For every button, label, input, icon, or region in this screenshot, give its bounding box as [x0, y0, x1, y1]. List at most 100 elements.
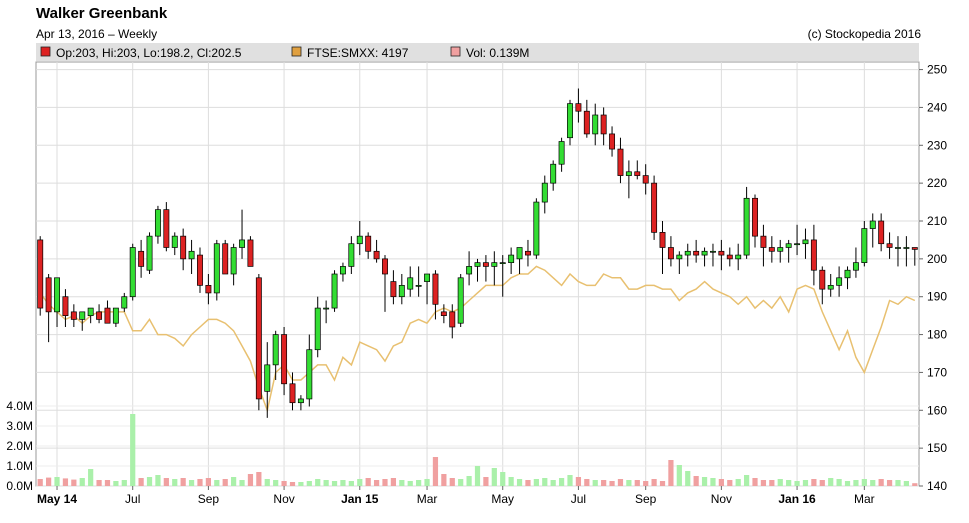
- candle-body: [676, 254, 683, 260]
- y-tick-label: 150: [927, 441, 947, 455]
- candle: [609, 126, 616, 157]
- volume-bar: [895, 480, 901, 486]
- volume-bar: [643, 481, 649, 486]
- candle-body: [836, 277, 843, 286]
- candle-body: [213, 243, 220, 294]
- volume-tick-label: 1.0M: [6, 459, 33, 473]
- candle-body: [752, 197, 758, 237]
- candle: [819, 266, 826, 305]
- volume-bar: [483, 477, 489, 486]
- candle: [516, 247, 523, 274]
- candle-body: [197, 254, 203, 286]
- volume-axis: 0.0M 1.0M 2.0M 3.0M 4.0M: [6, 399, 33, 493]
- volume-bar: [256, 472, 262, 486]
- volume-bar: [306, 481, 312, 486]
- candle-body: [407, 277, 414, 290]
- volume-bar: [601, 480, 607, 486]
- volume-bar: [79, 478, 85, 486]
- candle: [752, 194, 758, 248]
- volume-bar: [172, 479, 178, 486]
- candle: [810, 224, 817, 286]
- volume-bar: [138, 478, 144, 486]
- candle: [676, 251, 683, 274]
- candle: [154, 205, 161, 244]
- volume-bar: [88, 469, 94, 486]
- candle-body: [314, 307, 321, 351]
- candle: [138, 239, 145, 278]
- volume-bar: [912, 483, 918, 486]
- candle-body: [642, 175, 649, 184]
- y-tick-label: 180: [927, 328, 947, 342]
- time-axis: May 14 Jul Sep Nov Jan 15 Mar May Jul Sep Nov Jan …: [37, 486, 875, 506]
- candle-body: [415, 285, 422, 287]
- volume-bar: [592, 480, 598, 486]
- index-line: [39, 265, 916, 413]
- volume-bar: [416, 480, 422, 486]
- candle: [735, 243, 742, 271]
- candle: [121, 292, 128, 312]
- candle: [911, 247, 918, 266]
- candle-body: [499, 262, 506, 264]
- volume-tick-label: 3.0M: [6, 419, 33, 433]
- candle-body: [289, 383, 296, 404]
- candle: [79, 311, 86, 331]
- volume-bar: [441, 474, 447, 486]
- volume-bar: [424, 479, 430, 486]
- x-tick-label: May: [491, 492, 514, 506]
- volume-bar: [214, 480, 220, 486]
- candle: [87, 307, 94, 324]
- candle-body: [768, 247, 775, 252]
- candle-body: [516, 247, 523, 260]
- volume-bar: [693, 476, 699, 486]
- candle-body: [356, 235, 363, 245]
- copyright-text: (c) Stockopedia 2016: [807, 27, 921, 41]
- volume-bar: [365, 478, 371, 486]
- volume-bar: [407, 481, 413, 486]
- candle-body: [600, 114, 607, 135]
- candle: [213, 239, 220, 301]
- volume-bar: [121, 480, 127, 486]
- candle: [710, 243, 716, 267]
- candle-body: [592, 114, 599, 135]
- candle-body: [457, 277, 464, 324]
- candle: [533, 198, 540, 259]
- candle: [373, 239, 380, 263]
- y-tick-label: 200: [927, 252, 947, 266]
- price-legend-swatch: [40, 46, 51, 57]
- candle: [314, 296, 321, 358]
- candle-body: [138, 250, 145, 267]
- candle: [205, 274, 212, 305]
- x-tick-label: Sep: [635, 492, 657, 506]
- legend-bar: [36, 43, 919, 61]
- volume-bar: [458, 479, 464, 486]
- volume-bar: [432, 457, 439, 486]
- volume-bar: [525, 480, 531, 486]
- candle-body: [382, 258, 388, 275]
- candle-body: [205, 285, 212, 294]
- candle: [356, 221, 363, 256]
- volume-bar: [802, 480, 809, 486]
- candle-body: [693, 250, 700, 256]
- candle: [659, 221, 666, 274]
- volume-bar: [247, 474, 254, 486]
- volume-bar: [449, 478, 455, 486]
- candle-body: [323, 307, 330, 310]
- y-tick-label: 190: [927, 290, 947, 304]
- volume-bar: [542, 478, 548, 486]
- candle: [37, 236, 44, 316]
- volume-bar: [617, 479, 624, 486]
- volume-bar: [609, 481, 615, 486]
- candle: [844, 266, 851, 290]
- candle-body: [482, 262, 489, 267]
- candle-body: [541, 182, 548, 203]
- candle-body: [718, 250, 725, 256]
- volume-bar: [533, 479, 539, 486]
- x-tick-label: Nov: [711, 492, 732, 506]
- candle: [895, 236, 901, 267]
- volume-bar: [735, 479, 741, 486]
- candle: [264, 342, 271, 418]
- volume-bar: [786, 480, 792, 486]
- volume-bar: [62, 478, 69, 486]
- y-tick-label: 160: [927, 403, 947, 417]
- candle: [180, 228, 187, 271]
